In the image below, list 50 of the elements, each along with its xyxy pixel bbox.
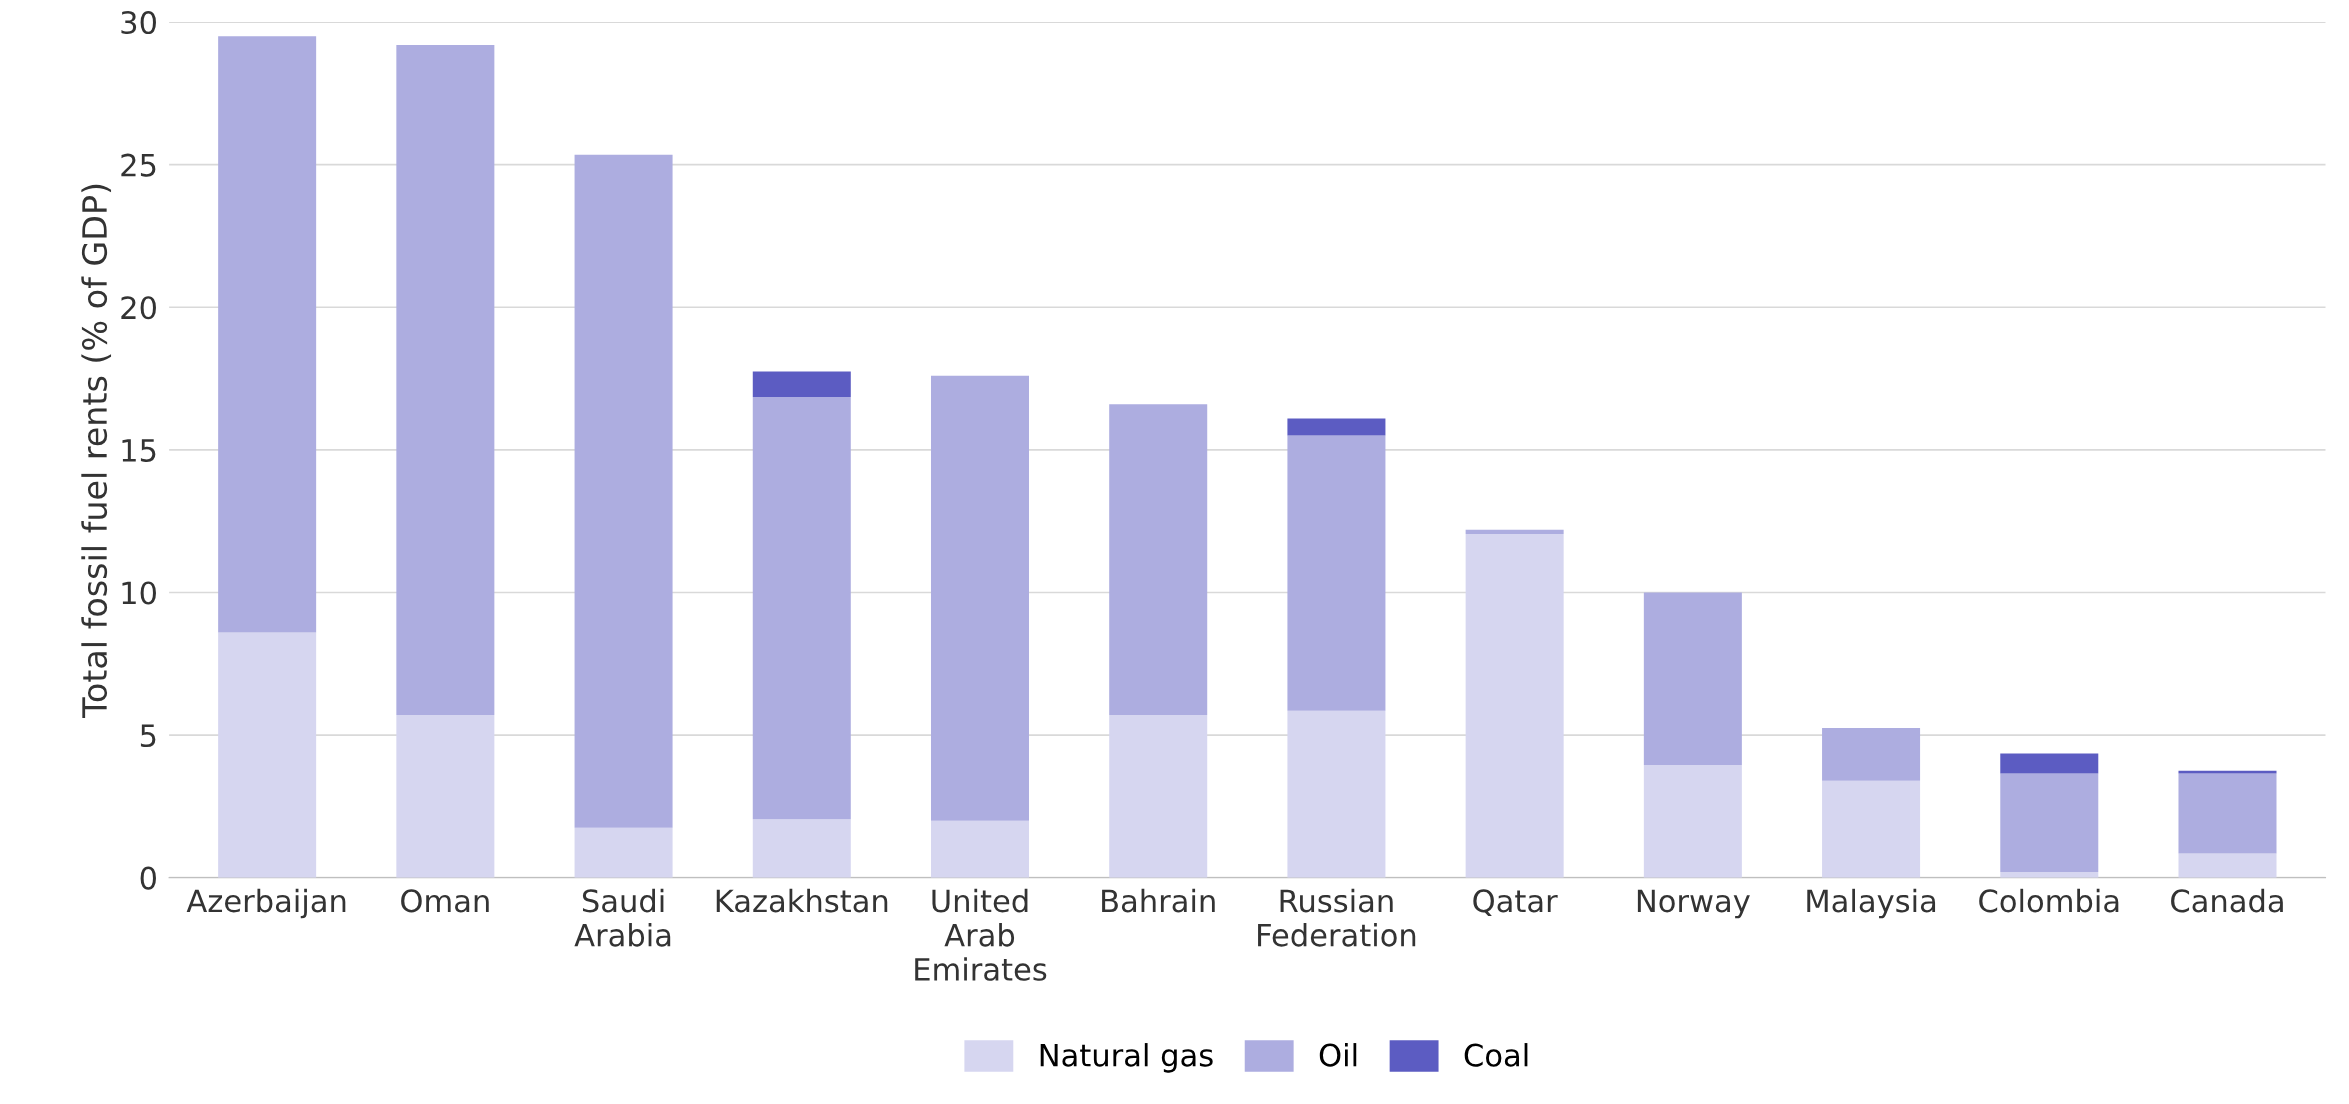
bar bbox=[2178, 773, 2277, 854]
bar bbox=[1643, 592, 1742, 766]
y-tick-label: 30 bbox=[121, 11, 156, 35]
y-tick-label: 5 bbox=[140, 724, 156, 748]
legend-label: Natural gas bbox=[1040, 1043, 1213, 1073]
bar bbox=[1465, 534, 1564, 878]
bar bbox=[396, 715, 495, 878]
y-tick-label: 20 bbox=[121, 296, 156, 320]
bar bbox=[2178, 853, 2277, 878]
bar bbox=[1109, 715, 1208, 878]
bar bbox=[1109, 404, 1208, 716]
x-tick-label: Azerbaijan bbox=[186, 888, 346, 919]
bar bbox=[574, 154, 673, 828]
bar bbox=[930, 820, 1030, 878]
bar bbox=[574, 827, 673, 878]
x-tick-label: Saudi Arabia bbox=[574, 888, 671, 947]
x-tick-label: Malaysia bbox=[1807, 888, 1936, 919]
y-tick-label: 0 bbox=[140, 866, 156, 890]
bar bbox=[2178, 770, 2277, 774]
bar bbox=[1643, 765, 1742, 878]
bar bbox=[1822, 780, 1921, 878]
x-tick-label: Canada bbox=[2171, 888, 2283, 913]
y-tick-label: 10 bbox=[122, 581, 156, 605]
legend-label: Oil bbox=[1319, 1043, 1357, 1067]
x-tick-label: Kazakhstan bbox=[716, 888, 888, 913]
bar bbox=[1822, 727, 1921, 781]
x-tick-label: Russian Federation bbox=[1258, 888, 1416, 947]
bar bbox=[218, 632, 317, 878]
bar bbox=[396, 44, 495, 716]
bar bbox=[1287, 435, 1386, 711]
legend-label: Coal bbox=[1464, 1043, 1528, 1067]
bar bbox=[1287, 710, 1386, 878]
bar bbox=[752, 371, 851, 398]
bar bbox=[2000, 773, 2099, 872]
y-tick-label: 25 bbox=[121, 153, 156, 177]
x-tick-label: Oman bbox=[401, 889, 489, 913]
bar bbox=[1287, 418, 1386, 436]
bar bbox=[752, 397, 851, 820]
bar bbox=[2000, 753, 2099, 774]
y-axis-title: Total fossil fuel rents (% of GDP) bbox=[81, 184, 112, 718]
x-tick-label: United Arab Emirates bbox=[915, 888, 1047, 981]
x-tick-label: Norway bbox=[1637, 889, 1750, 919]
y-tick-label: 15 bbox=[122, 439, 156, 462]
x-tick-label: Qatar bbox=[1473, 889, 1558, 916]
x-tick-label: Colombia bbox=[1979, 888, 2119, 913]
bar bbox=[1465, 529, 1564, 535]
bar bbox=[930, 375, 1030, 821]
bar bbox=[218, 36, 317, 633]
bar bbox=[752, 819, 851, 878]
x-tick-label: Bahrain bbox=[1102, 888, 1215, 913]
